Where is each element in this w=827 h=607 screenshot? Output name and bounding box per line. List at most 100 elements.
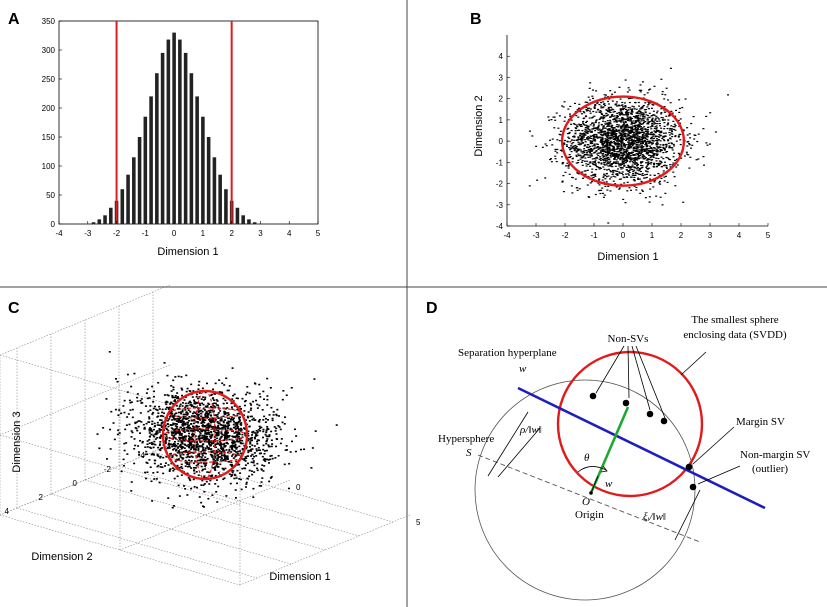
scatter-point xyxy=(611,131,614,133)
scatter-point xyxy=(586,169,589,171)
scatter-point xyxy=(620,111,623,113)
scatter-point xyxy=(655,142,658,145)
scatter-point xyxy=(607,138,610,140)
scatter-point-3d xyxy=(130,385,133,388)
scatter-point xyxy=(646,134,649,136)
scatter-point-3d xyxy=(122,464,125,467)
scatter-point xyxy=(584,134,587,136)
scatter-point xyxy=(650,161,653,164)
scatter-point-3d xyxy=(185,411,188,413)
scatter-point xyxy=(651,122,654,125)
scatter-point-3d xyxy=(250,404,253,406)
scatter-point-3d xyxy=(182,413,185,416)
scatter-point xyxy=(633,122,636,124)
scatter-point xyxy=(558,115,561,117)
scatter-point-3d xyxy=(202,399,205,401)
scatter-point-3d xyxy=(144,453,147,456)
scatter-point-3d xyxy=(189,390,192,393)
scatter-point-3d xyxy=(195,413,198,416)
scatter-point-3d xyxy=(255,449,258,452)
scatter-point xyxy=(625,157,628,160)
scatter-point xyxy=(619,143,622,145)
scatter-point-3d xyxy=(188,446,191,449)
scatter-point xyxy=(647,131,650,133)
scatter-point-3d xyxy=(120,470,123,473)
scatter-point xyxy=(589,150,592,152)
scatter-point-3d xyxy=(180,376,183,378)
y-tick-label: 0 xyxy=(499,137,504,146)
scatter-point xyxy=(583,148,586,150)
scatter-point xyxy=(588,154,591,156)
scatter-point xyxy=(627,145,630,147)
scatter-point xyxy=(621,137,624,140)
scatter-point xyxy=(612,149,615,152)
scatter-point xyxy=(595,147,598,149)
scatter-point-3d xyxy=(191,404,194,407)
scatter-point xyxy=(597,132,600,134)
scatter-point xyxy=(626,159,629,161)
scatter-point xyxy=(636,132,639,134)
scatter-point xyxy=(627,166,630,169)
scatter-point xyxy=(678,111,681,114)
scatter-point xyxy=(612,119,615,121)
scatter-point xyxy=(620,121,623,123)
scatter-point-3d xyxy=(151,413,154,415)
scatter-point-3d xyxy=(152,400,155,403)
scatter-point xyxy=(637,140,640,142)
scatter-point-3d xyxy=(168,418,171,420)
scatter-point-3d xyxy=(244,400,247,403)
scatter-point-3d xyxy=(249,415,252,418)
scatter-point-3d xyxy=(237,440,240,443)
scatter-point xyxy=(618,188,621,190)
scatter-point xyxy=(668,145,671,147)
scatter-point-3d xyxy=(172,469,175,472)
scatter-point xyxy=(623,164,626,167)
scatter-point xyxy=(567,108,570,110)
scatter-point xyxy=(584,144,587,146)
scatter-point xyxy=(600,116,603,118)
scatter-point-3d xyxy=(276,408,279,411)
scatter-point-3d xyxy=(268,445,271,448)
scatter-point xyxy=(609,111,612,114)
scatter-point-3d xyxy=(240,442,243,445)
scatter-point xyxy=(642,131,645,133)
scatter-point xyxy=(632,115,635,118)
scatter-point-3d xyxy=(131,431,134,434)
scatter-point-3d xyxy=(227,422,230,425)
scatter-point xyxy=(662,143,665,146)
scatter-point xyxy=(586,151,589,153)
scatter-point xyxy=(612,170,615,172)
scatter-point-3d xyxy=(193,400,196,403)
scatter-point-3d xyxy=(231,441,234,444)
scatter-point-3d xyxy=(205,410,208,413)
scatter-point-3d xyxy=(228,385,231,387)
scatter-point-3d xyxy=(213,467,216,469)
scatter-point-3d xyxy=(177,411,180,414)
scatter-point xyxy=(689,156,692,158)
scatter-point xyxy=(587,126,590,128)
scatter-point xyxy=(629,126,632,128)
scatter-point-3d xyxy=(230,418,233,421)
non-sv-pointer-2 xyxy=(627,345,630,399)
scatter-point xyxy=(593,137,596,139)
scatter-point-3d xyxy=(113,438,116,441)
scatter-point-3d xyxy=(217,457,220,459)
scatter-point-3d xyxy=(154,408,157,411)
scatter-point-3d xyxy=(216,466,219,468)
scatter-point xyxy=(624,106,627,108)
scatter-point xyxy=(567,156,570,158)
scatter-point-3d xyxy=(270,406,273,409)
scatter-point xyxy=(576,189,579,191)
scatter-point xyxy=(611,173,614,176)
scatter-point xyxy=(599,141,602,143)
scatter-point-3d xyxy=(173,418,176,420)
scatter-point xyxy=(598,158,601,160)
scatter-point-3d xyxy=(141,456,144,458)
scatter-point-3d xyxy=(197,454,200,456)
scatter-point xyxy=(626,114,629,116)
scatter-point xyxy=(573,135,576,137)
o-label: O xyxy=(582,496,590,508)
scatter-point xyxy=(672,125,675,128)
scatter-point-3d xyxy=(219,442,222,445)
scatter-point xyxy=(637,101,640,104)
